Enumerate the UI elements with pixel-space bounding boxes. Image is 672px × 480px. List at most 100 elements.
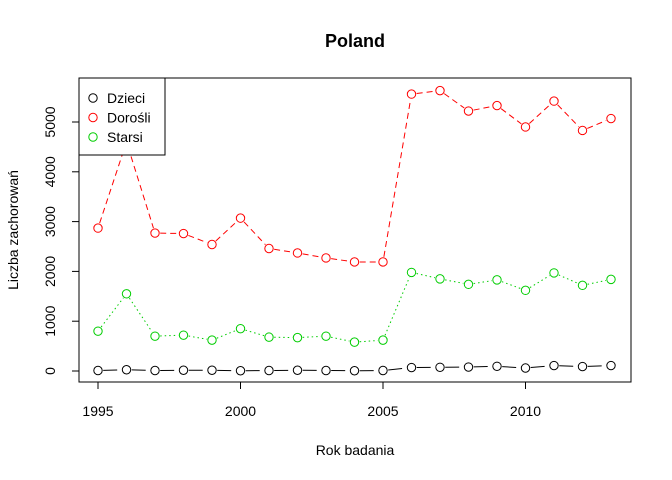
series-segment (416, 90, 435, 94)
series-segment (128, 297, 153, 333)
legend-label: Dzieci (107, 90, 145, 106)
series-segment (100, 297, 124, 328)
series-segment (443, 93, 465, 109)
y-tick-label: 2000 (42, 256, 58, 287)
series-segment (243, 221, 266, 246)
series-segment (500, 108, 522, 125)
data-point (435, 362, 445, 372)
series-segment (587, 120, 607, 129)
y-axis-label-group: Liczba zachorowań (5, 170, 21, 290)
data-point (264, 243, 274, 254)
data-point (321, 331, 331, 341)
data-point (406, 267, 417, 278)
data-point (150, 365, 160, 376)
series-segment (502, 366, 521, 369)
data-point (349, 366, 360, 376)
series-segment (245, 329, 265, 337)
data-point (406, 362, 417, 373)
data-point (492, 100, 502, 111)
data-point (235, 323, 246, 334)
data-point (492, 275, 502, 285)
data-point (435, 274, 445, 284)
y-tick-label: 5000 (42, 106, 58, 137)
data-point (207, 335, 217, 345)
series-segment (188, 234, 208, 244)
legend: Dzieci Dorośli Starsi (78, 77, 166, 156)
data-point (549, 96, 559, 106)
series-segment (558, 274, 578, 284)
axes: 1995 2000 2005 2010 0 1000 2000 3000 4000 5000 (42, 106, 541, 419)
data-point (264, 332, 274, 342)
series-segment (529, 104, 551, 124)
series-segment (331, 258, 350, 262)
data-point (264, 365, 274, 376)
data-point (378, 257, 388, 267)
series-segment (473, 280, 492, 285)
series-dzieci (93, 360, 616, 376)
data-point (93, 365, 103, 376)
x-tick-label: 2010 (510, 403, 541, 419)
legend-marker (88, 132, 98, 142)
y-tick-label: 1000 (42, 305, 58, 336)
legend-box (78, 77, 166, 156)
data-point (406, 89, 417, 99)
data-point (178, 330, 189, 340)
series-segment (302, 335, 321, 338)
data-point (121, 365, 132, 375)
data-point (207, 239, 217, 250)
legend-label: Dorośli (107, 110, 151, 126)
series-segment (330, 336, 350, 342)
data-point (435, 85, 445, 96)
series-layer (93, 85, 616, 376)
series-starsi (93, 267, 616, 347)
data-point (549, 268, 559, 278)
series-segment (160, 334, 179, 337)
series-segment (215, 221, 238, 242)
series-segment (216, 330, 236, 339)
data-point (93, 223, 103, 233)
data-point (93, 326, 103, 336)
series-dorośli (93, 85, 616, 267)
data-point (549, 360, 559, 371)
data-point (235, 366, 246, 376)
legend-marker (88, 112, 98, 123)
series-segment (557, 104, 580, 128)
series-segment (445, 279, 464, 284)
data-point (292, 248, 303, 258)
series-segment (384, 276, 410, 336)
data-point (520, 122, 531, 132)
y-tick-label: 3000 (42, 206, 58, 237)
x-tick-label: 2005 (367, 403, 398, 419)
data-point (150, 228, 160, 238)
data-point (520, 363, 531, 373)
data-point (150, 331, 160, 341)
series-segment (302, 253, 321, 258)
data-point (378, 365, 388, 376)
x-tick-label: 2000 (225, 403, 256, 419)
data-point (606, 274, 616, 285)
data-point (321, 365, 331, 376)
series-segment (501, 281, 521, 290)
series-segment (188, 335, 207, 340)
series-segment (383, 99, 412, 257)
data-point (178, 228, 189, 239)
legend-marker (88, 93, 98, 103)
data-point (292, 365, 303, 375)
data-point (520, 285, 531, 296)
data-point (178, 365, 189, 375)
series-segment (559, 365, 578, 367)
chart-title: Poland (325, 31, 385, 51)
x-tick-label: 1995 (82, 403, 113, 419)
series-segment (274, 248, 293, 253)
data-point (492, 361, 502, 371)
data-point (577, 125, 588, 136)
data-point (349, 337, 360, 347)
series-segment (416, 273, 436, 279)
data-point (463, 279, 474, 290)
x-axis-label: Rok badania (316, 442, 395, 458)
series-segment (359, 339, 378, 343)
data-point (378, 335, 388, 345)
data-point (235, 213, 246, 223)
data-point (349, 257, 360, 267)
